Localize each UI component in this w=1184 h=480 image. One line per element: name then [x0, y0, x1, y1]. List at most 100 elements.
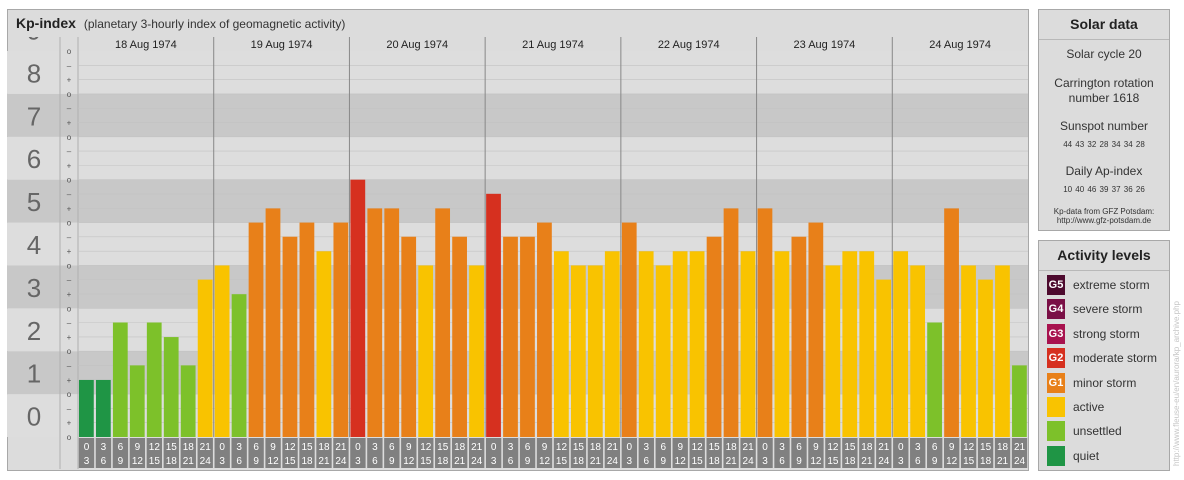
sub-tick-label: o: [67, 304, 72, 313]
date-header-strip: [78, 37, 1028, 51]
time-slot-start: 3: [372, 442, 378, 453]
chart-subtitle: (planetary 3-hourly index of geomagnetic…: [83, 17, 346, 31]
time-slot-end: 15: [284, 456, 296, 467]
time-slot-start: 18: [454, 442, 466, 453]
time-slot-start: 12: [556, 442, 568, 453]
time-slot-box: [299, 438, 315, 468]
kp-bar: [621, 222, 637, 437]
ap-index-values: 10 40 46 39 37 36 26: [1063, 185, 1145, 194]
time-slot-box: [214, 438, 230, 468]
time-slot-start: 6: [796, 442, 802, 453]
kp-bar: [774, 251, 790, 437]
sub-tick-label: –: [67, 190, 72, 199]
sunspot-label: Sunspot number: [1059, 119, 1149, 133]
time-slot-end: 3: [84, 456, 90, 467]
time-slot-box: [587, 438, 604, 468]
sub-tick-label: +: [67, 376, 72, 385]
carrington-rotation-number: number 1618: [1068, 91, 1140, 105]
time-slot-box: [333, 438, 349, 468]
kp-bar: [537, 222, 552, 437]
kp-bar: [231, 294, 247, 437]
sub-tick-label: +: [67, 76, 72, 85]
kp-bar: [570, 265, 586, 437]
sub-tick-label: o: [67, 347, 72, 356]
time-slot-box: [689, 438, 705, 468]
time-slot-box: [536, 438, 553, 468]
time-slot-end: 18: [437, 456, 449, 467]
time-slot-start: 18: [318, 442, 330, 453]
time-slot-start: 12: [963, 442, 975, 453]
time-slot-start: 3: [508, 442, 514, 453]
sub-tick-label: –: [67, 404, 72, 413]
time-slot-box: [638, 438, 654, 468]
time-slot-box: [95, 438, 112, 468]
kp-bar: [927, 322, 942, 437]
kp-bar: [163, 337, 179, 437]
kp-bar: [825, 265, 841, 437]
y-tick-label: 0: [27, 402, 41, 432]
time-slot-box: [994, 438, 1011, 468]
day-label: 19 Aug 1974: [251, 39, 313, 51]
kp-bar: [214, 265, 230, 437]
time-slot-start: 6: [660, 442, 666, 453]
time-slot-end: 3: [491, 456, 497, 467]
time-slot-start: 0: [762, 442, 768, 453]
time-slot-start: 9: [406, 442, 412, 453]
kp-bar: [180, 365, 196, 437]
legend-label: moderate storm: [1073, 351, 1158, 366]
time-slot-end: 6: [236, 456, 242, 467]
kp-bar: [740, 251, 756, 437]
time-slot-end: 18: [844, 456, 856, 467]
sub-tick-label: o: [67, 176, 72, 185]
time-slot-end: 18: [301, 456, 313, 467]
time-slot-box: [808, 438, 824, 468]
time-slot-end: 24: [200, 456, 212, 467]
kp-bar: [503, 236, 518, 437]
time-slot-start: 12: [827, 442, 839, 453]
legend-swatch: [1047, 397, 1065, 417]
kp-bar: [112, 322, 128, 437]
time-slot-end: 24: [878, 456, 890, 467]
time-slot-end: 3: [219, 456, 225, 467]
time-slot-start: 9: [813, 442, 819, 453]
legend-label: quiet: [1073, 448, 1100, 463]
kp-band: [7, 179, 1028, 223]
time-slot-start: 15: [980, 442, 992, 453]
time-slot-end: 18: [166, 456, 178, 467]
kp-bar: [146, 322, 162, 437]
kp-bar: [129, 365, 145, 437]
legend-swatch: G2: [1047, 348, 1065, 369]
time-slot-box: [960, 438, 977, 468]
y-tick-label: 9: [27, 37, 41, 46]
solar-data-panel: Solar data Solar cycle 20 Carrington rot…: [1038, 9, 1170, 231]
time-slot-box: [468, 438, 485, 468]
time-slot-box: [180, 438, 196, 468]
time-slot-box: [672, 438, 688, 468]
time-slot-start: 18: [726, 442, 738, 453]
legend-label: strong storm: [1073, 326, 1140, 341]
time-slot-end: 21: [726, 456, 738, 467]
time-slot-box: [825, 438, 841, 468]
kp-band: [7, 136, 1028, 180]
time-slot-end: 21: [997, 456, 1009, 467]
data-credit-url[interactable]: http://www.gfz-potsdam.de: [1056, 216, 1152, 225]
y-tick-label: 5: [27, 187, 41, 217]
time-slot-box: [570, 438, 587, 468]
y-tick-label: 7: [27, 101, 41, 131]
sub-tick-label: –: [67, 319, 72, 328]
sub-tick-label: +: [67, 247, 72, 256]
time-slot-end: 9: [118, 456, 124, 467]
time-slot-box: [791, 438, 807, 468]
time-slot-box: [910, 438, 926, 468]
time-slot-start: 12: [420, 442, 432, 453]
time-slot-start: 21: [607, 442, 619, 453]
time-slot-box: [418, 438, 434, 468]
time-slot-start: 6: [525, 442, 531, 453]
day-label: 22 Aug 1974: [658, 39, 720, 51]
kp-bar: [978, 279, 993, 437]
legend-label: minor storm: [1073, 375, 1137, 390]
sub-tick-label: o: [67, 390, 72, 399]
time-slot-end: 21: [318, 456, 330, 467]
kp-bar: [638, 251, 654, 437]
kp-bar: [452, 236, 467, 437]
